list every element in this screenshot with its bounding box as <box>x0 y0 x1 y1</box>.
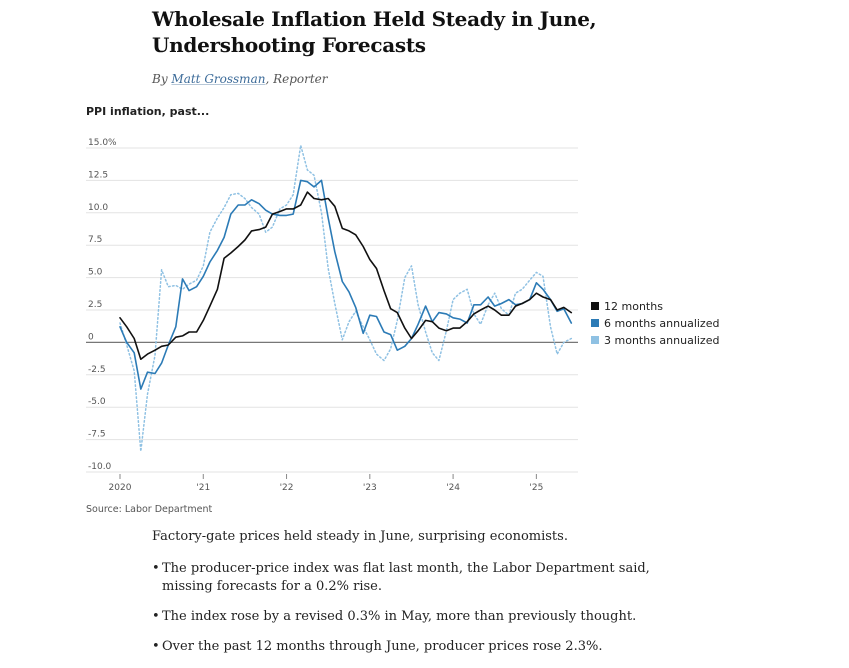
article-lede: Factory-gate prices held steady in June,… <box>152 529 568 544</box>
legend-swatch <box>591 336 599 344</box>
author-link[interactable]: Matt Grossman <box>171 72 266 86</box>
y-tick-label: -2.5 <box>88 365 106 375</box>
chart-legend: 12 months 6 months annualized 3 months ann… <box>591 300 719 347</box>
bullet-item: Over the past 12 months through June, pr… <box>152 638 672 656</box>
series-line-3-months-annualized <box>119 144 573 453</box>
x-tick-label: '23 <box>363 483 377 493</box>
y-tick-label: 0 <box>88 332 94 342</box>
y-tick-label: 5.0 <box>88 268 103 278</box>
article-body: Factory-gate prices held steady in June,… <box>152 528 672 668</box>
x-tick-label: '22 <box>280 483 294 493</box>
byline: By Matt Grossman, Reporter <box>152 72 328 86</box>
chart-series <box>119 144 573 453</box>
y-tick-label: 2.5 <box>88 300 102 310</box>
chart-gridlines <box>86 147 578 473</box>
bullet-item: The producer-price index was flat last m… <box>152 560 672 596</box>
x-tick-label: 2020 <box>109 483 132 493</box>
chart-source: Source: Labor Department <box>86 504 213 515</box>
y-tick-label: 7.5 <box>88 235 102 245</box>
legend-label: 3 months annualized <box>604 334 719 347</box>
series-line-12-months <box>119 191 573 360</box>
y-tick-label: -10.0 <box>88 462 112 472</box>
legend-label: 12 months <box>604 300 663 313</box>
y-tick-label: 10.0 <box>88 203 108 213</box>
x-axis-ticks: 2020 '21 '22 '23 '24 '25 <box>109 474 543 493</box>
article-headline: Wholesale Inflation Held Steady in June,… <box>152 7 597 57</box>
y-tick-label: 12.5 <box>88 170 108 180</box>
legend-swatch <box>591 319 599 327</box>
legend-swatch <box>591 302 599 310</box>
legend-label: 6 months annualized <box>604 317 719 330</box>
x-tick-label: '21 <box>196 483 210 493</box>
x-tick-label: '25 <box>529 483 543 493</box>
author-role: , Reporter <box>265 72 328 86</box>
y-tick-label: -5.0 <box>88 397 106 407</box>
bullet-item: The index rose by a revised 0.3% in May,… <box>152 608 672 626</box>
y-axis-ticks: 15.0% 12.5 10.0 7.5 5.0 2.5 0 -2.5 -5.0 -7.5 -10.0 <box>88 138 117 472</box>
x-tick-label: '24 <box>446 483 460 493</box>
y-tick-label: 15.0% <box>88 138 117 148</box>
ppi-line-chart: 15.0% 12.5 10.0 7.5 5.0 2.5 0 -2.5 -5.0 -7.5 -10.0… <box>86 138 719 493</box>
series-line-6-months-annualized <box>119 179 573 390</box>
summary-bullets: The producer-price index was flat last m… <box>152 560 672 656</box>
byline-prefix: By <box>152 72 172 86</box>
y-tick-label: -7.5 <box>88 430 106 440</box>
chart-title: PPI inflation, past... <box>86 105 210 118</box>
